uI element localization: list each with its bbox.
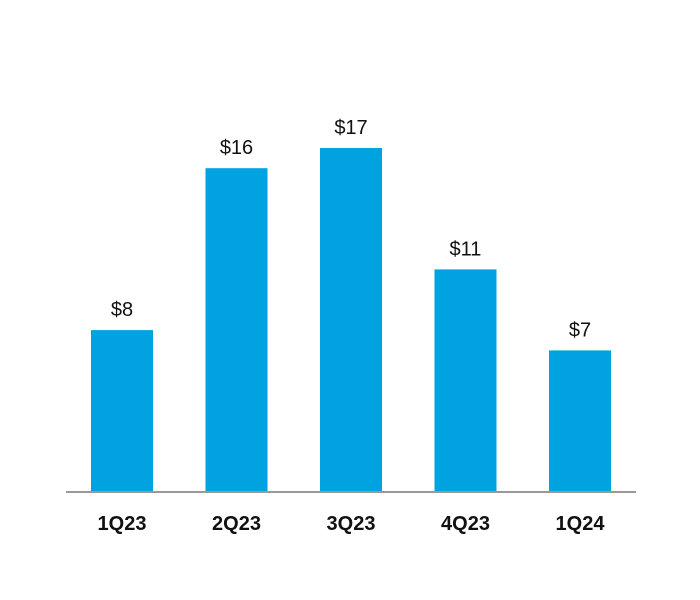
data-label-1q24: $7 bbox=[569, 319, 591, 341]
bar-1q24 bbox=[549, 350, 611, 492]
data-label-4q23: $11 bbox=[450, 238, 482, 260]
value-labels-group: $8 $16 $17 $11 $7 bbox=[111, 117, 591, 341]
x-tick-labels-group: 1Q23 2Q23 3Q23 4Q23 1Q24 bbox=[98, 513, 606, 535]
bar-3q23 bbox=[320, 148, 382, 492]
x-tick-label-1q23: 1Q23 bbox=[98, 513, 147, 535]
x-tick-label-2q23: 2Q23 bbox=[212, 513, 261, 535]
x-tick-label-3q23: 3Q23 bbox=[327, 513, 376, 535]
bar-1q23 bbox=[91, 330, 153, 492]
data-label-2q23: $16 bbox=[220, 137, 253, 159]
x-tick-label-1q24: 1Q24 bbox=[556, 513, 606, 535]
data-label-1q23: $8 bbox=[111, 299, 133, 321]
bar-2q23 bbox=[205, 168, 268, 492]
x-tick-label-4q23: 4Q23 bbox=[441, 513, 490, 535]
bar-4q23 bbox=[434, 269, 497, 492]
bars-group bbox=[91, 148, 611, 492]
data-label-3q23: $17 bbox=[334, 117, 367, 139]
